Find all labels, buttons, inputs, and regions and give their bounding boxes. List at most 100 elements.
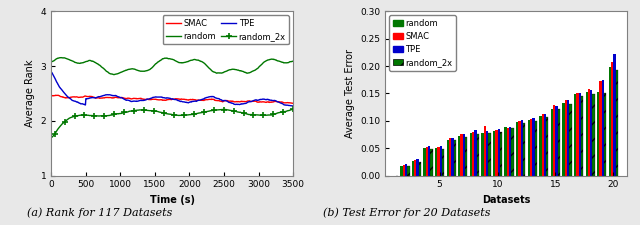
Bar — [477, 134, 479, 176]
Bar — [500, 132, 502, 176]
Bar — [486, 131, 488, 176]
Bar — [534, 121, 537, 176]
Text: (a) Rank for 117 Datasets: (a) Rank for 117 Datasets — [26, 207, 172, 218]
TPE — [190, 100, 198, 103]
Bar — [611, 62, 613, 176]
TPE — [289, 105, 297, 107]
Bar — [590, 90, 593, 176]
TPE — [157, 96, 164, 98]
Text: (b) Test Error for 20 Datasets: (b) Test Error for 20 Datasets — [323, 207, 490, 218]
Bar — [563, 103, 564, 176]
Bar — [474, 130, 477, 176]
Bar — [532, 118, 534, 176]
Bar — [470, 133, 472, 176]
Bar — [463, 134, 465, 176]
Bar — [616, 70, 618, 176]
SMAC — [191, 98, 198, 101]
Bar — [553, 106, 556, 176]
Bar — [551, 109, 553, 176]
X-axis label: Datasets: Datasets — [482, 195, 531, 205]
Y-axis label: Average Test Error: Average Test Error — [345, 49, 355, 138]
Bar — [539, 116, 541, 176]
Bar — [488, 133, 490, 176]
Bar — [576, 93, 579, 176]
Bar — [504, 127, 507, 176]
Bar — [430, 149, 433, 176]
random — [230, 68, 238, 71]
Bar — [556, 106, 557, 176]
SMAC — [157, 98, 165, 101]
random — [48, 61, 56, 63]
Bar — [400, 166, 403, 176]
SMAC — [48, 94, 56, 97]
Bar — [458, 135, 460, 176]
random — [191, 58, 198, 61]
random — [158, 58, 166, 61]
random — [210, 71, 218, 73]
Bar — [442, 149, 444, 176]
Bar — [546, 117, 548, 176]
Line: TPE: TPE — [52, 72, 293, 106]
Bar — [417, 159, 419, 176]
Bar — [581, 96, 583, 176]
Bar — [557, 109, 560, 176]
Bar — [426, 147, 428, 176]
Bar — [484, 126, 486, 176]
Bar — [567, 100, 570, 176]
SMAC — [289, 102, 297, 105]
Bar — [604, 93, 606, 176]
Bar — [544, 114, 546, 176]
Bar — [521, 120, 523, 176]
TPE — [48, 71, 56, 74]
Bar — [449, 138, 451, 176]
Bar — [518, 121, 521, 176]
Bar — [609, 67, 611, 176]
SMAC — [209, 98, 217, 101]
Bar — [574, 94, 576, 176]
Bar — [507, 128, 509, 176]
random — [111, 73, 118, 76]
Bar — [454, 140, 456, 176]
Bar — [407, 166, 410, 176]
random — [289, 60, 297, 63]
Y-axis label: Average Rank: Average Rank — [25, 60, 35, 127]
Bar — [509, 127, 511, 176]
Bar — [403, 164, 405, 176]
SMAC — [110, 97, 118, 99]
Bar — [516, 122, 518, 176]
Bar — [564, 100, 567, 176]
Bar — [597, 92, 600, 176]
Bar — [437, 147, 440, 176]
Bar — [527, 120, 530, 176]
Bar — [523, 123, 525, 176]
Bar — [460, 134, 463, 176]
random — [110, 73, 118, 76]
SMAC — [230, 100, 237, 103]
Bar — [465, 137, 467, 176]
Bar — [530, 119, 532, 176]
Bar — [541, 114, 544, 176]
Bar — [419, 162, 421, 176]
Line: SMAC: SMAC — [52, 95, 293, 103]
Bar — [593, 94, 595, 176]
Bar — [435, 148, 437, 176]
Bar — [493, 130, 495, 176]
Bar — [602, 80, 604, 176]
TPE — [209, 95, 217, 98]
Legend: SMAC, random, TPE, random_2x: SMAC, random, TPE, random_2x — [163, 16, 289, 44]
Bar — [570, 104, 572, 176]
Bar — [600, 81, 602, 176]
Bar — [440, 146, 442, 176]
TPE — [90, 96, 98, 99]
Bar — [424, 148, 426, 176]
random — [58, 56, 65, 59]
TPE — [230, 102, 237, 105]
TPE — [288, 105, 296, 107]
X-axis label: Time (s): Time (s) — [150, 195, 195, 205]
Bar — [428, 146, 430, 176]
Bar — [495, 130, 497, 176]
Line: random: random — [52, 58, 293, 74]
Bar — [451, 138, 454, 176]
SMAC — [52, 94, 60, 97]
Bar — [613, 54, 616, 176]
